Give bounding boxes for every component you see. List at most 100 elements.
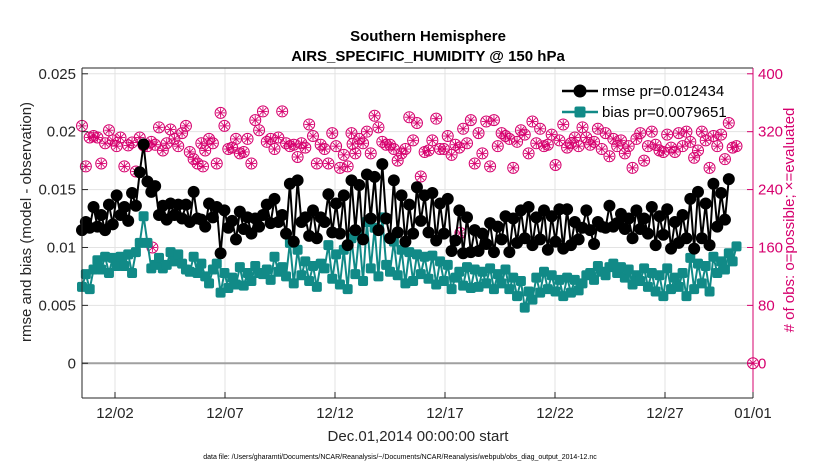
obs-possible-circle — [287, 138, 300, 151]
rmse-point — [668, 216, 681, 228]
obs-possible-circle — [472, 127, 485, 140]
obs-possible-circle — [195, 137, 208, 150]
bias-point — [696, 278, 707, 289]
obs-possible-circle — [584, 138, 597, 151]
bias-point — [562, 272, 573, 283]
rmse-point — [661, 203, 674, 216]
y-tick-label-left: 0 — [68, 355, 76, 372]
obs-possible-circle — [307, 130, 319, 143]
obs-count-point — [549, 158, 562, 171]
obs-possible-circle — [226, 141, 239, 154]
x-tick-label: 12/07 — [206, 405, 244, 422]
rmse-point — [530, 211, 543, 224]
obs-possible-circle — [491, 140, 504, 153]
bias-point — [111, 261, 122, 271]
obs-count-point — [272, 131, 285, 144]
obs-possible-circle — [387, 143, 400, 156]
bias-point — [623, 264, 634, 275]
bias-point — [411, 249, 422, 260]
bias-point — [600, 270, 611, 281]
rmse-point — [522, 200, 535, 213]
obs-possible-circle — [622, 140, 635, 153]
obs-count-point — [657, 145, 670, 158]
obs-possible-circle — [399, 143, 412, 156]
obs-possible-circle — [314, 138, 327, 151]
obs-possible-circle — [272, 131, 285, 144]
obs-count-point — [183, 145, 196, 158]
y-axis-label-right: # of obs: o=possible; ×=evaluated — [781, 108, 798, 333]
rmse-point — [472, 244, 485, 257]
obs-count-point — [572, 140, 585, 153]
obs-possible-circle — [187, 153, 200, 166]
obs-possible-circle — [499, 130, 512, 143]
rmse-point — [391, 226, 404, 239]
obs-possible-circle — [264, 132, 277, 145]
obs-count-point — [711, 140, 724, 153]
obs-count-point — [718, 153, 731, 166]
obs-count-point — [318, 143, 331, 156]
bias-point — [500, 264, 511, 275]
rmse-point — [87, 200, 100, 213]
rmse-point — [649, 239, 662, 252]
obs-possible-circle — [561, 141, 574, 154]
bias-point — [554, 274, 565, 285]
obs-evaluated-cross — [347, 129, 356, 137]
rmse-point — [368, 170, 381, 183]
bias-point — [731, 241, 742, 252]
bias-point — [496, 278, 507, 289]
obs-possible-circle — [237, 145, 250, 158]
bias-point — [342, 284, 353, 295]
bias-point — [223, 283, 234, 293]
rmse-point — [126, 187, 139, 200]
obs-evaluated-cross — [648, 128, 656, 136]
obs-possible-circle — [245, 157, 258, 170]
bias-point — [546, 270, 557, 281]
obs-count-point — [518, 128, 531, 141]
bias-point — [415, 269, 426, 280]
obs-evaluated-cross — [309, 132, 317, 140]
obs-evaluated-cross — [228, 143, 236, 152]
bias-point — [288, 278, 299, 289]
legend-rmse-label: rmse pr=0.012434 — [602, 83, 724, 100]
obs-evaluated-cross — [305, 120, 313, 129]
obs-possible-circle — [276, 105, 289, 118]
bias-point — [408, 276, 419, 287]
obs-possible-circle — [410, 117, 423, 129]
obs-count-point — [333, 161, 346, 174]
x-tick-label: 12/12 — [316, 405, 354, 422]
bias-point — [127, 267, 138, 278]
obs-possible-circle — [218, 119, 231, 132]
obs-possible-circle — [730, 140, 743, 153]
bias-point — [215, 287, 226, 298]
bias-point — [188, 251, 199, 262]
obs-count-point — [91, 131, 104, 144]
bias-point — [281, 271, 292, 282]
obs-evaluated-cross — [293, 153, 302, 161]
obs-evaluated-cross — [717, 130, 725, 139]
obs-count-point — [599, 127, 612, 140]
bias-point — [100, 251, 111, 262]
obs-evaluated-cross — [409, 136, 417, 144]
obs-count-point — [114, 131, 127, 144]
rmse-point — [118, 200, 131, 213]
bias-point — [165, 247, 176, 258]
obs-evaluated-cross — [186, 148, 194, 156]
obs-evaluated-cross — [401, 145, 410, 153]
obs-possible-circle — [607, 132, 620, 145]
obs-possible-circle — [368, 109, 381, 122]
obs-evaluated-cross — [424, 146, 433, 155]
obs-count-point — [391, 154, 404, 167]
bias-point — [442, 259, 453, 270]
obs-count-point — [453, 141, 466, 154]
obs-possible-circle — [588, 135, 601, 148]
obs-possible-circle — [534, 122, 547, 135]
obs-possible-circle — [360, 125, 373, 138]
obs-count-point — [645, 125, 658, 138]
obs-evaluated-cross — [521, 130, 529, 139]
rmse-point — [476, 227, 489, 240]
obs-evaluated-cross — [263, 138, 271, 146]
obs-possible-circle — [618, 147, 631, 160]
obs-possible-circle — [341, 160, 354, 173]
rmse-point — [688, 242, 701, 255]
